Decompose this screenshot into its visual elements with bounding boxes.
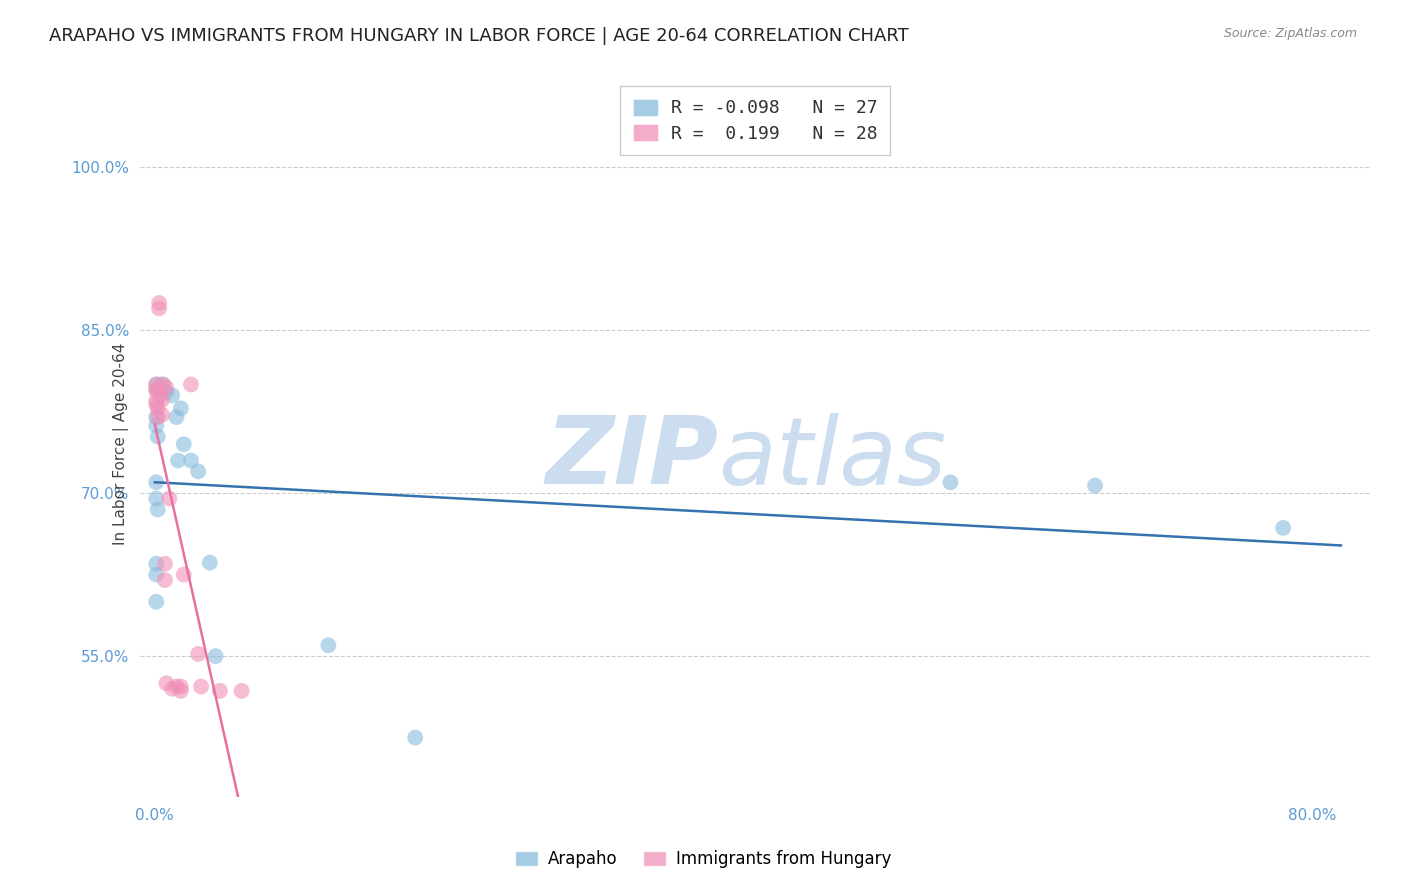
Point bbox=[167, 453, 190, 467]
Point bbox=[204, 649, 226, 664]
Point bbox=[145, 557, 167, 571]
Point bbox=[404, 731, 426, 745]
Point bbox=[150, 392, 173, 407]
Point bbox=[173, 437, 195, 451]
Point bbox=[145, 383, 167, 397]
Text: Source: ZipAtlas.com: Source: ZipAtlas.com bbox=[1223, 27, 1357, 40]
Point bbox=[173, 567, 195, 582]
Point bbox=[155, 381, 177, 395]
Point bbox=[187, 464, 209, 478]
Point bbox=[152, 377, 174, 392]
Text: atlas: atlas bbox=[718, 413, 946, 504]
Point bbox=[145, 418, 167, 433]
Point bbox=[145, 567, 167, 582]
Point bbox=[145, 595, 167, 609]
Point bbox=[148, 301, 170, 316]
Point bbox=[198, 556, 221, 570]
Point bbox=[160, 388, 183, 402]
Point bbox=[146, 502, 169, 516]
Legend: R = -0.098   N = 27, R =  0.199   N = 28: R = -0.098 N = 27, R = 0.199 N = 28 bbox=[620, 86, 890, 155]
Point bbox=[146, 410, 169, 425]
Point bbox=[170, 680, 193, 694]
Legend: Arapaho, Immigrants from Hungary: Arapaho, Immigrants from Hungary bbox=[508, 844, 898, 875]
Point bbox=[146, 429, 169, 443]
Point bbox=[208, 684, 231, 698]
Point bbox=[148, 383, 170, 397]
Point bbox=[145, 377, 167, 392]
Point bbox=[160, 681, 183, 696]
Point bbox=[190, 680, 212, 694]
Point bbox=[1272, 521, 1295, 535]
Point bbox=[145, 491, 167, 506]
Point bbox=[145, 383, 167, 397]
Point bbox=[166, 410, 188, 425]
Point bbox=[150, 377, 173, 392]
Point bbox=[157, 491, 180, 506]
Point bbox=[170, 684, 193, 698]
Point bbox=[180, 453, 202, 467]
Point bbox=[153, 557, 176, 571]
Point bbox=[180, 377, 202, 392]
Point bbox=[1084, 478, 1107, 492]
Point bbox=[145, 393, 167, 408]
Point bbox=[318, 638, 340, 652]
Point bbox=[166, 680, 188, 694]
Point bbox=[145, 410, 167, 425]
Point bbox=[153, 573, 176, 587]
Text: ZIP: ZIP bbox=[546, 412, 718, 504]
Y-axis label: In Labor Force | Age 20-64: In Labor Force | Age 20-64 bbox=[114, 343, 129, 545]
Text: ARAPAHO VS IMMIGRANTS FROM HUNGARY IN LABOR FORCE | AGE 20-64 CORRELATION CHART: ARAPAHO VS IMMIGRANTS FROM HUNGARY IN LA… bbox=[49, 27, 908, 45]
Point bbox=[170, 401, 193, 416]
Point bbox=[155, 676, 177, 690]
Point bbox=[145, 377, 167, 392]
Point bbox=[148, 296, 170, 310]
Point bbox=[150, 408, 173, 422]
Point bbox=[155, 385, 177, 400]
Point bbox=[939, 475, 962, 490]
Point bbox=[231, 684, 253, 698]
Point bbox=[146, 401, 169, 416]
Point bbox=[149, 388, 172, 402]
Point bbox=[145, 475, 167, 490]
Point bbox=[145, 397, 167, 411]
Point bbox=[187, 647, 209, 661]
